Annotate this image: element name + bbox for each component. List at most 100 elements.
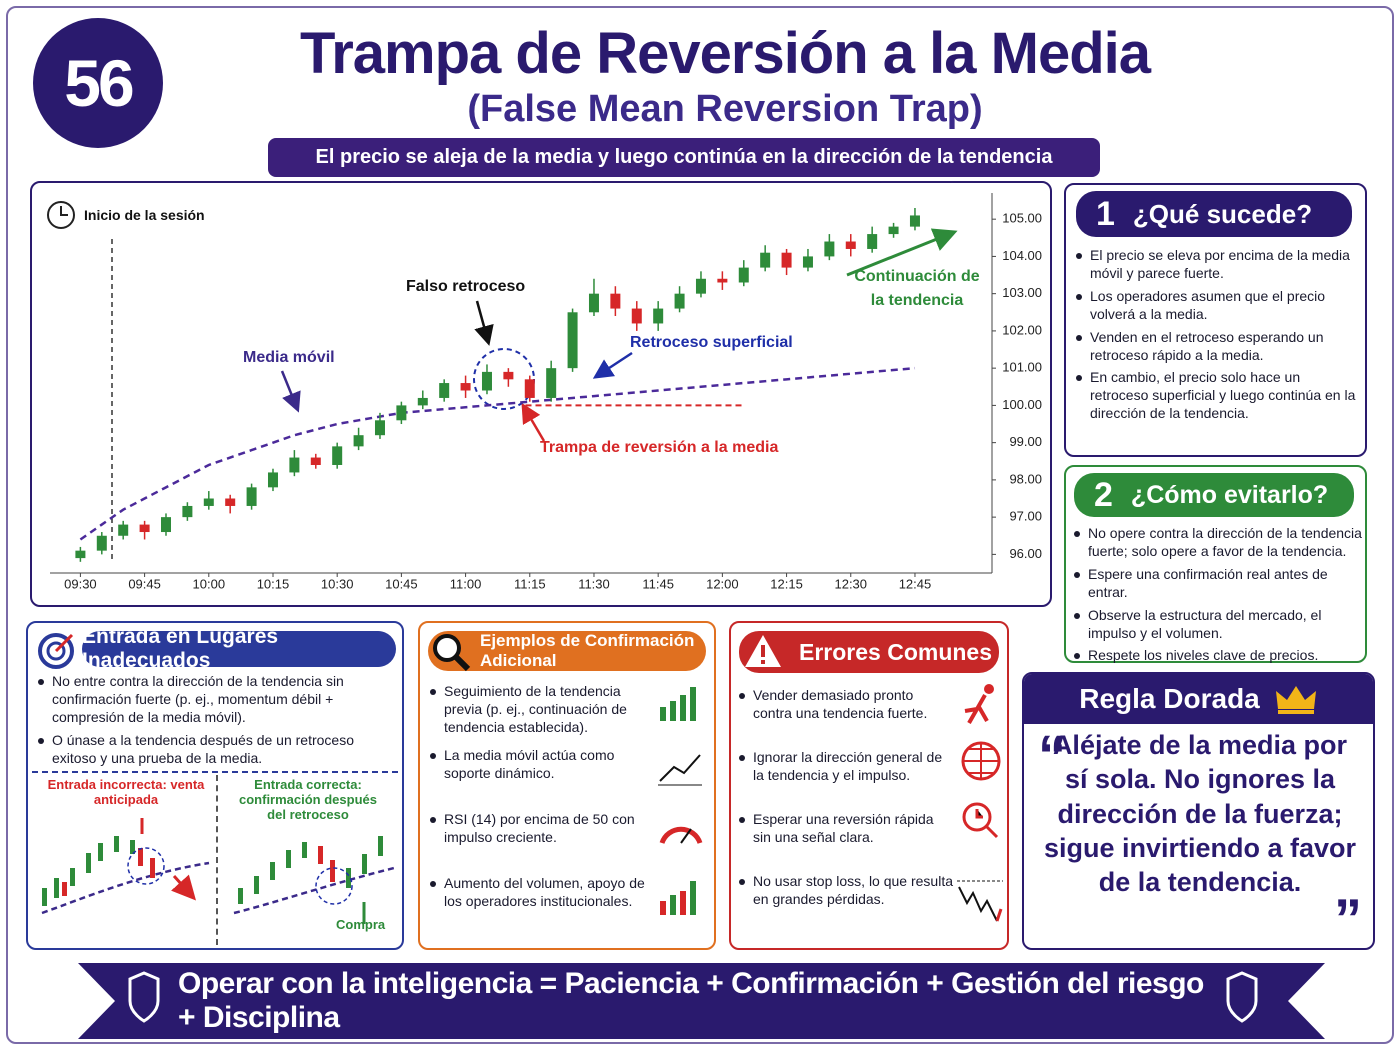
crown-icon <box>1275 686 1316 714</box>
candle-body <box>546 368 557 398</box>
panel-number: 2 <box>1094 475 1113 514</box>
y-tick-label: 98.00 <box>1009 471 1042 486</box>
confirmation-panel: Ejemplos de Confirmación Adicional Segui… <box>418 621 716 950</box>
buy-label: Compra <box>336 917 386 932</box>
list-item: Esperar una reversión rápida sin una señ… <box>737 811 955 868</box>
candle-body <box>781 252 792 268</box>
x-tick-label: 09:30 <box>64 576 97 591</box>
chart: 96.00 97.00 98.00 99.00 100.00 101.00 102.00 10… <box>47 193 1042 591</box>
list-item: Los operadores asumen que el precio volv… <box>1074 288 1362 324</box>
candle-body <box>332 446 343 465</box>
moving-average <box>79 366 916 541</box>
candle-body <box>75 550 86 559</box>
candle-body <box>802 256 813 268</box>
candle-body <box>439 383 450 398</box>
candle-body <box>845 241 856 249</box>
candle-body <box>118 524 129 536</box>
x-tick-label: 10:30 <box>321 576 354 591</box>
footer-text: Operar con la inteligencia = Paciencia +… <box>178 967 1204 1034</box>
target-icon <box>38 633 74 669</box>
candle-body <box>267 472 278 488</box>
candle-body <box>182 505 193 518</box>
panel-title: Entrada en Lugares Inadecuados <box>82 625 396 672</box>
candle-body <box>160 517 171 533</box>
x-tick-label: 10:15 <box>257 576 290 591</box>
arrow <box>521 402 546 442</box>
errors-panel: Errores Comunes Vender demasiado pronto … <box>729 621 1009 950</box>
tagline: El precio se aleja de la media y luego c… <box>268 138 1100 177</box>
arrow <box>280 370 301 413</box>
list-item: Respete los niveles clave de precios. <box>1072 647 1364 665</box>
list-item: No usar stop loss, lo que resulta en gra… <box>737 873 955 930</box>
candle-body <box>653 308 664 324</box>
list-item: Aumento del volumen, apoyo de los operad… <box>428 875 648 934</box>
x-tick-label: 12:00 <box>706 576 739 591</box>
list-item: No opere contra la dirección de la tende… <box>1072 525 1364 561</box>
chart-panel: 96.00 97.00 98.00 99.00 100.00 101.00 102.00 10… <box>30 181 1052 607</box>
footer-banner <box>78 963 1325 1039</box>
title: Trampa de Reversión a la Media <box>299 21 1151 86</box>
candle-body <box>909 215 920 227</box>
candle-body <box>567 312 578 369</box>
panel-title: Errores Comunes <box>739 631 999 673</box>
arrow <box>846 228 958 277</box>
annotation: Media móvil <box>243 349 335 366</box>
magnifier-icon <box>433 634 471 672</box>
list-item: Observe la estructura del mercado, el im… <box>1072 607 1364 643</box>
annotation: Falso retroceso <box>406 278 526 295</box>
panel-title: Regla Dorada <box>1079 683 1260 714</box>
list: No entre contra la dirección de la tende… <box>36 673 396 773</box>
candle-body <box>824 241 835 257</box>
x-tick-label: 12:30 <box>834 576 867 591</box>
x-tick-label: 12:15 <box>770 576 803 591</box>
y-tick-label: 101.00 <box>1002 360 1042 375</box>
correct-label: Entrada correcta: confirmación después d… <box>239 777 377 822</box>
frame <box>6 6 1394 1044</box>
y-tick-label: 102.00 <box>1002 322 1042 337</box>
annotation: Retroceso superficial <box>630 334 793 351</box>
list: Vender demasiado pronto contra una tende… <box>737 687 955 935</box>
x-tick-label: 11:15 <box>514 576 546 591</box>
candle-body <box>524 379 535 398</box>
candle-body <box>353 435 364 447</box>
quote-mark: ” <box>1334 887 1362 950</box>
candle-body <box>96 535 107 551</box>
candle-body <box>396 405 407 421</box>
x-tick-label: 11:45 <box>642 576 674 591</box>
panel-header: Regla Dorada <box>1024 674 1373 724</box>
list: El precio se eleva por encima de la medi… <box>1074 247 1362 428</box>
arrow <box>474 300 494 346</box>
list-item: RSI (14) por encima de 50 con impulso cr… <box>428 811 648 870</box>
list-item: En cambio, el precio solo hace un retroc… <box>1074 369 1362 423</box>
list-item: Seguimiento de la tendencia previa (p. e… <box>428 683 648 742</box>
y-tick-label: 103.00 <box>1002 285 1042 300</box>
list-item: Venden en el retroceso esperando un retr… <box>1074 329 1362 365</box>
candle-body <box>460 383 471 391</box>
list: No opere contra la dirección de la tende… <box>1072 525 1364 670</box>
arrow <box>592 351 633 379</box>
candle-body <box>289 457 300 473</box>
candle-body <box>588 293 599 313</box>
candle-body <box>717 278 728 283</box>
what-happens-panel: 1 ¿Qué sucede? El precio se eleva por en… <box>1064 183 1367 457</box>
candle-body <box>417 397 428 406</box>
y-tick-label: 99.00 <box>1009 434 1042 449</box>
y-tick-label: 104.00 <box>1002 248 1042 263</box>
candle-body <box>225 498 236 506</box>
quote-mark: “ <box>1038 723 1066 786</box>
x-tick-label: 10:00 <box>193 576 226 591</box>
candle-body <box>374 420 385 436</box>
list-item: No entre contra la dirección de la tende… <box>36 673 396 727</box>
y-tick-label: 105.00 <box>1002 211 1042 226</box>
candle-body <box>481 371 492 391</box>
candle-body <box>203 498 214 506</box>
candle-body <box>867 234 878 249</box>
incorrect-label: Entrada incorrecta: venta anticipada <box>47 777 205 807</box>
y-tick-label: 96.00 <box>1009 546 1042 561</box>
candle-body <box>139 524 150 533</box>
list: Seguimiento de la tendencia previa (p. e… <box>428 683 648 939</box>
x-tick-label: 12:45 <box>899 576 932 591</box>
confirmation-icons <box>658 687 703 915</box>
x-tick-label: 09:45 <box>128 576 161 591</box>
